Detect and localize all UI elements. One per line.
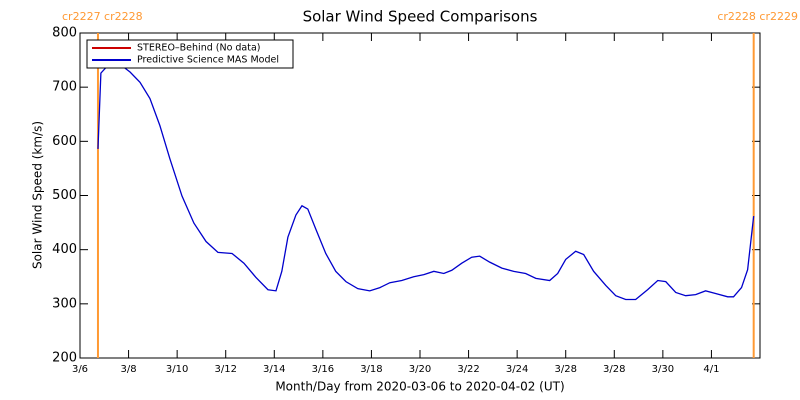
x-tick-label: 3/8 bbox=[121, 364, 137, 375]
x-tick-label: 3/30 bbox=[652, 364, 674, 375]
chart-title: Solar Wind Speed Comparisons bbox=[303, 8, 538, 26]
legend-label: STEREO–Behind (No data) bbox=[137, 43, 261, 54]
y-axis-label: Solar Wind Speed (km/s) bbox=[31, 121, 45, 269]
carrington-label: cr2227 cr2228 bbox=[62, 10, 143, 23]
x-tick-label: 3/24 bbox=[506, 364, 528, 375]
x-tick-label: 3/16 bbox=[312, 364, 334, 375]
x-tick-label: 3/28 bbox=[603, 364, 625, 375]
x-tick-label: 3/18 bbox=[360, 364, 382, 375]
x-tick-label: 3/10 bbox=[166, 364, 188, 375]
data-line bbox=[97, 62, 755, 301]
x-tick-label: 3/14 bbox=[263, 364, 285, 375]
y-tick-label: 600 bbox=[52, 134, 77, 149]
x-tick-label: 3/22 bbox=[457, 364, 479, 375]
y-tick-label: 400 bbox=[52, 242, 77, 257]
y-tick-label: 700 bbox=[52, 80, 77, 95]
x-axis-label: Month/Day from 2020-03-06 to 2020-04-02 … bbox=[275, 380, 564, 394]
legend-label: Predictive Science MAS Model bbox=[137, 55, 279, 66]
legend-box bbox=[86, 39, 294, 69]
x-tick-label: 3/20 bbox=[409, 364, 431, 375]
y-tick-label: 300 bbox=[52, 296, 77, 311]
y-tick-label: 800 bbox=[52, 26, 77, 41]
x-tick-label: 3/12 bbox=[214, 364, 236, 375]
x-tick-label: 3/28 bbox=[554, 364, 576, 375]
x-tick-label: 3/6 bbox=[72, 364, 88, 375]
carrington-label: cr2228 cr2229 bbox=[717, 10, 798, 23]
y-tick-label: 200 bbox=[52, 351, 77, 366]
y-tick-label: 500 bbox=[52, 188, 77, 203]
x-tick-label: 4/1 bbox=[703, 364, 719, 375]
